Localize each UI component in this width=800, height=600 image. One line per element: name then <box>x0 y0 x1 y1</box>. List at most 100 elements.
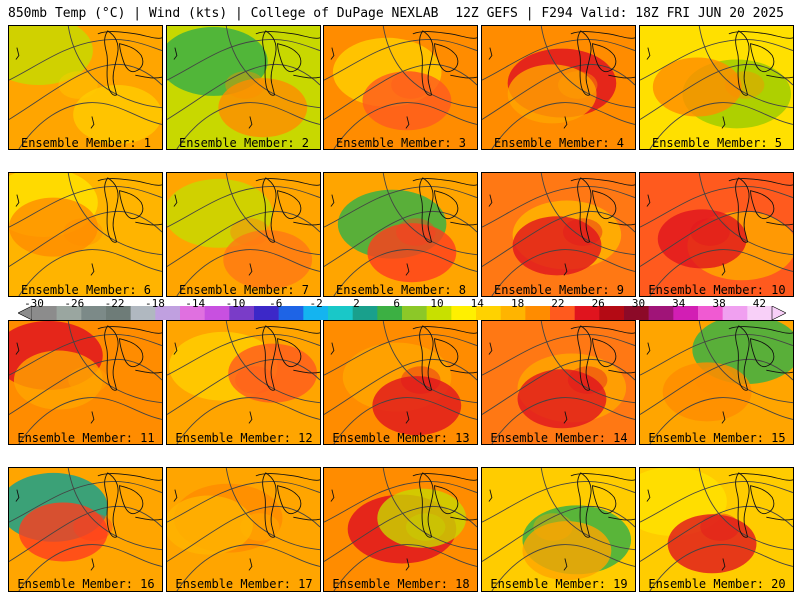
scale-tick-label: 30 <box>631 297 646 310</box>
scale-swatch <box>451 306 477 320</box>
scale-swatch <box>155 306 181 320</box>
scale-swatch <box>56 306 82 320</box>
scale-swatch <box>229 306 255 320</box>
scale-swatch <box>204 306 230 320</box>
scale-swatch <box>426 306 452 320</box>
scale-swatch <box>722 306 748 320</box>
ensemble-member-label: Ensemble Member: 3 <box>335 136 467 150</box>
temperature-map <box>324 321 477 444</box>
temperature-map <box>324 173 477 296</box>
scale-swatch <box>130 306 156 320</box>
temperature-map <box>640 321 793 444</box>
ensemble-panel-5 <box>639 25 794 150</box>
ensemble-panel-2 <box>166 25 321 150</box>
scale-swatch <box>278 306 304 320</box>
scale-tick-label: 22 <box>551 297 565 310</box>
ensemble-member-label: Ensemble Member: 5 <box>651 136 783 150</box>
ensemble-panel-9 <box>481 172 636 297</box>
ensemble-panel-17 <box>166 467 321 592</box>
scale-tick-label: 10 <box>430 297 444 310</box>
scale-swatch <box>648 306 674 320</box>
ensemble-panel-12 <box>166 320 321 445</box>
temperature-map <box>640 26 793 149</box>
scale-swatch <box>698 306 723 320</box>
ensemble-member-label: Ensemble Member: 2 <box>178 136 310 150</box>
ensemble-member-label: Ensemble Member: 13 <box>332 431 470 445</box>
scale-tick-label: -2 <box>309 297 323 310</box>
temperature-map <box>324 468 477 591</box>
scale-swatch <box>574 306 600 320</box>
temperature-map <box>167 321 320 444</box>
ensemble-panel-13 <box>323 320 478 445</box>
scale-swatch <box>180 306 205 320</box>
ensemble-panel-10 <box>639 172 794 297</box>
ensemble-panel-3 <box>323 25 478 150</box>
scale-tick-label: 18 <box>510 297 525 310</box>
scale-swatch <box>106 306 131 320</box>
ensemble-member-label: Ensemble Member: 1 <box>20 136 152 150</box>
scale-tick-label: 34 <box>672 297 686 310</box>
ensemble-member-label: Ensemble Member: 15 <box>648 431 786 445</box>
scale-swatch <box>402 306 427 320</box>
scale-swatch <box>550 306 575 320</box>
scale-tick-label: 14 <box>470 297 484 310</box>
ensemble-panel-8 <box>323 172 478 297</box>
ensemble-member-label: Ensemble Member: 20 <box>648 577 786 591</box>
scale-tick-label: -18 <box>144 297 165 310</box>
ensemble-member-label: Ensemble Member: 4 <box>493 136 625 150</box>
scale-tick-label: 38 <box>712 297 726 310</box>
header-title: 850mb Temp (°C) | Wind (kts) | College o… <box>8 6 439 21</box>
scale-swatch <box>599 306 625 320</box>
temperature-map <box>167 26 320 149</box>
ensemble-member-label: Ensemble Member: 19 <box>490 577 628 591</box>
header-run-info: 12Z GEFS | F294 Valid: 18Z FRI JUN 20 20… <box>455 6 784 21</box>
temperature-map <box>167 468 320 591</box>
scale-swatch <box>624 306 649 320</box>
ensemble-panel-19 <box>481 467 636 592</box>
scale-tick-label: 26 <box>591 297 605 310</box>
ensemble-member-label: Ensemble Member: 11 <box>17 431 155 445</box>
ensemble-member-label: Ensemble Member: 18 <box>332 577 470 591</box>
scale-tick-label: -14 <box>185 297 206 310</box>
scale-swatch <box>303 306 329 320</box>
color-scale-bar <box>18 306 786 320</box>
scale-swatch <box>747 306 773 320</box>
ensemble-member-label: Ensemble Member: 6 <box>20 283 152 297</box>
temperature-map <box>482 26 635 149</box>
scale-arrow-right <box>771 306 786 320</box>
ensemble-member-label: Ensemble Member: 8 <box>335 283 467 297</box>
temperature-map <box>482 173 635 296</box>
scale-swatch <box>32 306 57 320</box>
ensemble-member-label: Ensemble Member: 12 <box>175 431 313 445</box>
ensemble-panel-4 <box>481 25 636 150</box>
temperature-map <box>482 321 635 444</box>
temperature-map <box>9 321 162 444</box>
scale-swatch <box>377 306 403 320</box>
scale-tick-label: -10 <box>225 297 246 310</box>
ensemble-panel-14 <box>481 320 636 445</box>
ensemble-panel-7 <box>166 172 321 297</box>
ensemble-panel-1 <box>8 25 163 150</box>
scale-swatch <box>673 306 699 320</box>
ensemble-panel-20 <box>639 467 794 592</box>
ensemble-panel-16 <box>8 467 163 592</box>
scale-swatch <box>525 306 551 320</box>
ensemble-member-label: Ensemble Member: 17 <box>175 577 313 591</box>
ensemble-panel-15 <box>639 320 794 445</box>
ensemble-panel-6 <box>8 172 163 297</box>
scale-tick-label: 6 <box>393 297 400 310</box>
scale-tick-label: -6 <box>269 297 283 310</box>
scale-swatch <box>254 306 279 320</box>
temperature-map <box>482 468 635 591</box>
scale-tick-label: -30 <box>24 297 44 310</box>
ensemble-member-label: Ensemble Member: 10 <box>648 283 786 297</box>
ensemble-member-label: Ensemble Member: 7 <box>178 283 310 297</box>
scale-swatch <box>328 306 353 320</box>
scale-swatch <box>476 306 501 320</box>
temperature-map <box>167 173 320 296</box>
scale-tick-label: 42 <box>752 297 767 310</box>
ensemble-panel-18 <box>323 467 478 592</box>
scale-swatch <box>81 306 107 320</box>
scale-swatch <box>500 306 526 320</box>
scale-tick-label: -26 <box>64 297 85 310</box>
